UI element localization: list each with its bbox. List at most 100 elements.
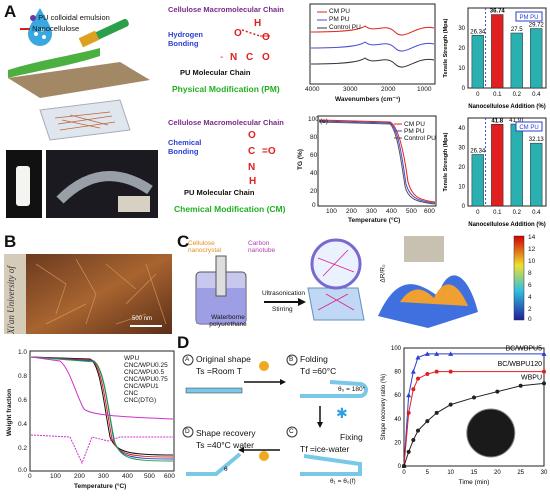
series-label-bcwbpu5: BC/WBPU5 — [505, 346, 542, 353]
tg-ytick-80: 80 — [310, 134, 318, 141]
thermo-xlabel: Temperature (°C) — [74, 483, 127, 490]
emulsion-dot-icon — [30, 15, 36, 22]
tg-legend-1: CM PU — [404, 121, 425, 128]
step-d-sub: Ts =40°C water — [196, 440, 254, 450]
cbar-12: 12 — [528, 246, 536, 253]
cbar-10: 10 — [528, 258, 536, 265]
svg-text:H: H — [254, 18, 261, 29]
tg-xtick-200: 200 — [346, 208, 357, 215]
panel-d-schematic: ✱ A B C D Original shape Ts =Room T Fold… — [180, 346, 376, 496]
svg-text:H: H — [249, 176, 256, 187]
ftir-legend-3: Control PU — [329, 24, 361, 31]
cbar-4: 4 — [528, 294, 532, 301]
thermo-ytick-04: 0.4 — [18, 421, 28, 428]
recovery-xtick: 30 — [541, 470, 548, 476]
series-point — [541, 351, 547, 356]
thermo-xtick-600: 600 — [164, 473, 175, 480]
step-c-title: Fixing — [340, 432, 363, 442]
series-label-bcwbpu120: BC/WBPU120 — [498, 361, 542, 368]
panel-letter-c: C — [177, 232, 190, 251]
panel-a-illustration — [0, 0, 160, 230]
tg-ytick-60: 60 — [310, 152, 318, 159]
surface-zlabel: ΔR/R₀ — [379, 264, 387, 283]
panel-letter-b: B — [4, 232, 17, 251]
step-c-angle: θ₁ = θ₀(f) — [330, 478, 356, 485]
tg-xlabel: Temperature (°C) — [348, 217, 401, 224]
thermo-legend-5: CNC/WPU1 — [124, 383, 159, 390]
pm-bar-bar — [471, 35, 484, 89]
tg-svg — [317, 115, 437, 207]
tg-ylabel: TG (%) — [296, 149, 304, 170]
ruler-strip — [4, 254, 26, 334]
series-point — [448, 369, 453, 374]
bar-chart-pm: 0 10 20 30 26.34 0 36.74 0.1 27.5 0.2 29.72 0.4 PM P… — [440, 2, 550, 112]
series-point — [495, 389, 500, 394]
recovery-frame — [403, 347, 545, 467]
cnc-label: Cellulose nanocrystal — [188, 240, 222, 254]
step-b-sub: Td =60°C — [300, 366, 337, 376]
thermo-legend-4: CNC/WPU0.75 — [124, 376, 168, 383]
cm-bar-value-label: 41.91 — [509, 118, 525, 124]
tg-tag: (e) — [320, 118, 328, 125]
tg-xtick-100: 100 — [326, 208, 337, 215]
cbar-0: 0 — [528, 316, 532, 323]
series-point — [411, 438, 416, 443]
series-point — [402, 464, 406, 468]
thermo-legend-3: CNC/WPU0.5 — [124, 369, 165, 376]
ftir-xtick-4: 1000 — [417, 86, 432, 93]
step-c-tag: C — [289, 428, 294, 435]
pm-bar-ylabel: Tensile Strength (Mpa) — [443, 18, 449, 77]
tg-xtick-500: 500 — [406, 208, 417, 215]
svg-text:O: O — [262, 32, 270, 43]
step-d-angle: θ — [224, 466, 228, 473]
series-point — [410, 369, 416, 374]
pm-bar-bar — [510, 32, 523, 89]
tg-xtick-300: 300 — [366, 208, 377, 215]
thermo-ytick-0: 0.0 — [18, 467, 28, 474]
series-point — [424, 351, 430, 356]
svg-text:C: C — [248, 146, 255, 157]
legend-nano-label: Nanocellulose — [32, 24, 80, 33]
series-point — [425, 371, 430, 376]
cm-bar-value-label: 32.13 — [529, 137, 545, 143]
cm-bar-tag: CM PU — [519, 125, 538, 131]
recovery-ytick: 100 — [391, 346, 402, 352]
thermo-ytick-06: 0.6 — [18, 397, 28, 404]
pm-bar-xtick: 0 — [476, 92, 480, 98]
cm-bar-frame — [467, 117, 547, 207]
pm-bar-ytick: 0 — [462, 86, 466, 92]
svg-text:O: O — [262, 52, 270, 63]
pm-bar-xtick: 0.4 — [532, 92, 541, 98]
pm-bar-tag: PM PU — [519, 15, 538, 21]
tg-ytick-40: 40 — [310, 170, 318, 177]
legend-emulsion-label: PU colloidal emulsion — [38, 13, 110, 22]
cm-bar-value-label: 26.34 — [470, 148, 486, 154]
series-point — [434, 410, 439, 415]
thermo-legend-7: CNC(DTG) — [124, 397, 157, 404]
pm-bar-value-label: 27.5 — [511, 27, 523, 33]
recovery-xtick: 15 — [471, 470, 478, 476]
ftir-svg — [309, 3, 436, 85]
thermo-xtick-400: 400 — [122, 473, 133, 480]
cbar-2: 2 — [528, 306, 532, 313]
tg-legend-2: PM PU — [404, 128, 425, 135]
pm-bar-value-label: 36.74 — [490, 9, 506, 15]
cm-bar-bar — [530, 142, 543, 207]
ftir-chart: CM PU PM PU Control PU 4000 3000 2000 10… — [305, 2, 440, 112]
panel-letter-d: D — [177, 333, 190, 352]
series-point — [434, 369, 439, 374]
recovery-chart: 0 20 40 60 80 100 0 5 10 15 20 25 30 Time (min) Shape … — [378, 340, 550, 498]
series-point — [411, 387, 416, 392]
pm-bar-value-label: 26.34 — [470, 29, 486, 35]
cm-bar-xlabel: Nanocellulose Addition (%) — [468, 222, 545, 228]
bar-chart-cm-svg: 0 10 20 30 40 26.34 0 41.8 0.1 41.91 0.2 32.13 0.4 CM… — [443, 117, 547, 228]
svg-text:✱: ✱ — [336, 405, 348, 421]
tg-chart: (e) CM PU PM PU Control PU 100 80 60 40 … — [296, 112, 440, 230]
legend-nano: Nanocellulose — [20, 24, 130, 33]
ultra-label: Ultrasonication — [262, 290, 305, 297]
thermo-legend-1: WPU — [124, 355, 140, 362]
svg-text:N: N — [230, 52, 237, 63]
cm-bar-value-label: 41.8 — [491, 118, 503, 124]
thermo-legend-2: CNC/WPU0.25 — [124, 362, 168, 369]
pm-bar-tag-box — [515, 11, 543, 22]
